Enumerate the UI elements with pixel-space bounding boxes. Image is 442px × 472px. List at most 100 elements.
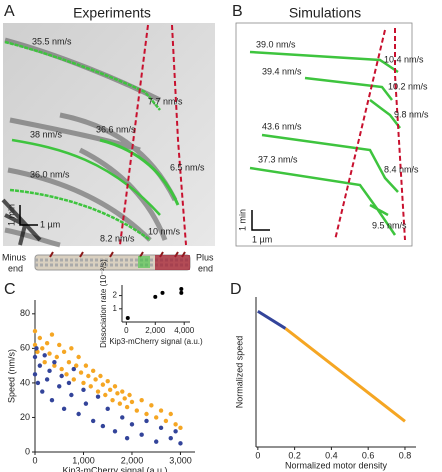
point (173, 429, 178, 434)
end-label: Plus (196, 252, 214, 262)
point (139, 432, 144, 437)
point (139, 397, 144, 403)
point (178, 441, 183, 446)
point (61, 349, 67, 355)
point (103, 392, 108, 398)
point (37, 335, 43, 341)
kymograph (1, 23, 215, 248)
point (78, 370, 84, 375)
y-tick-label: 20 (20, 412, 30, 422)
line (284, 327, 406, 423)
annotation: 39.0 nm/s (256, 39, 296, 49)
x-tick-label: 2,000 (145, 326, 166, 335)
point (168, 411, 173, 417)
point (59, 373, 64, 379)
point (160, 290, 165, 295)
point (112, 429, 118, 434)
point (149, 403, 154, 408)
point (178, 425, 183, 431)
panel-label: B (232, 3, 243, 20)
line (257, 310, 287, 330)
annotation: 36.6 nm/s (96, 124, 136, 134)
point (168, 435, 173, 441)
point (47, 368, 52, 374)
point (144, 418, 149, 424)
end-label: end (8, 263, 23, 273)
point (32, 354, 38, 360)
point (100, 382, 106, 387)
point (158, 408, 164, 413)
point (49, 397, 55, 403)
point (32, 342, 38, 348)
point (35, 349, 40, 355)
point (40, 346, 45, 351)
point (154, 439, 159, 444)
point (81, 387, 86, 393)
end-label: Minus (2, 252, 27, 262)
annotation: 35.5 nm/s (32, 36, 72, 46)
y-tick-label: 0 (25, 446, 30, 456)
point (74, 363, 79, 368)
point (110, 397, 115, 403)
point (158, 425, 164, 431)
scale-label: 1 min (237, 209, 247, 231)
x-tick-label: 0.6 (362, 450, 375, 460)
point (44, 340, 50, 346)
point (105, 406, 110, 412)
point (61, 406, 67, 412)
point (44, 377, 50, 382)
point (179, 290, 184, 295)
point (120, 415, 125, 420)
annotation: 10.4 nm/s (384, 54, 424, 64)
point (34, 346, 39, 351)
panel-title: Experiments (73, 5, 151, 21)
point (83, 363, 89, 368)
annotation: 7.7 nm/s (148, 96, 183, 106)
annotation: 36.0 nm/s (30, 169, 70, 179)
point (54, 354, 60, 360)
point (117, 401, 123, 406)
point (90, 418, 96, 424)
point (32, 328, 38, 334)
point (83, 401, 89, 406)
point (163, 418, 169, 424)
y-tick-label: 1 (113, 304, 118, 313)
point (120, 389, 125, 394)
point (124, 404, 130, 410)
microtubule-diagram (34, 251, 191, 271)
annotation: 10.2 nm/s (388, 81, 428, 91)
panel-label: C (4, 281, 16, 298)
annotation: 38 nm/s (30, 129, 63, 139)
point (69, 392, 74, 398)
point (81, 380, 86, 386)
point (129, 399, 135, 405)
point (124, 435, 130, 441)
annotation: 9.5 nm/s (372, 220, 407, 230)
point (66, 359, 72, 365)
panel-title: Simulations (289, 5, 361, 21)
x-axis-label: Normalized motor density (285, 460, 388, 470)
point (122, 396, 127, 401)
point (35, 380, 41, 386)
x-tick-label: 0.4 (325, 450, 338, 460)
x-tick-label: 2,000 (121, 455, 144, 465)
point (179, 286, 184, 291)
point (42, 359, 47, 365)
point (57, 342, 62, 348)
x-axis-label: Kip3-mCherry signal (a.u.) (109, 337, 203, 346)
x-tick-label: 0.2 (288, 450, 301, 460)
point (49, 332, 55, 337)
point (86, 373, 91, 379)
scale-label: 1 min (6, 204, 16, 226)
simulation-kymograph (235, 22, 413, 247)
y-tick-label: 40 (20, 377, 30, 387)
point (95, 389, 101, 394)
point (100, 423, 106, 429)
point (32, 372, 38, 377)
point (52, 359, 57, 365)
point (76, 354, 81, 360)
x-tick-label: 1,000 (72, 455, 95, 465)
point (93, 377, 98, 382)
point (95, 394, 101, 399)
